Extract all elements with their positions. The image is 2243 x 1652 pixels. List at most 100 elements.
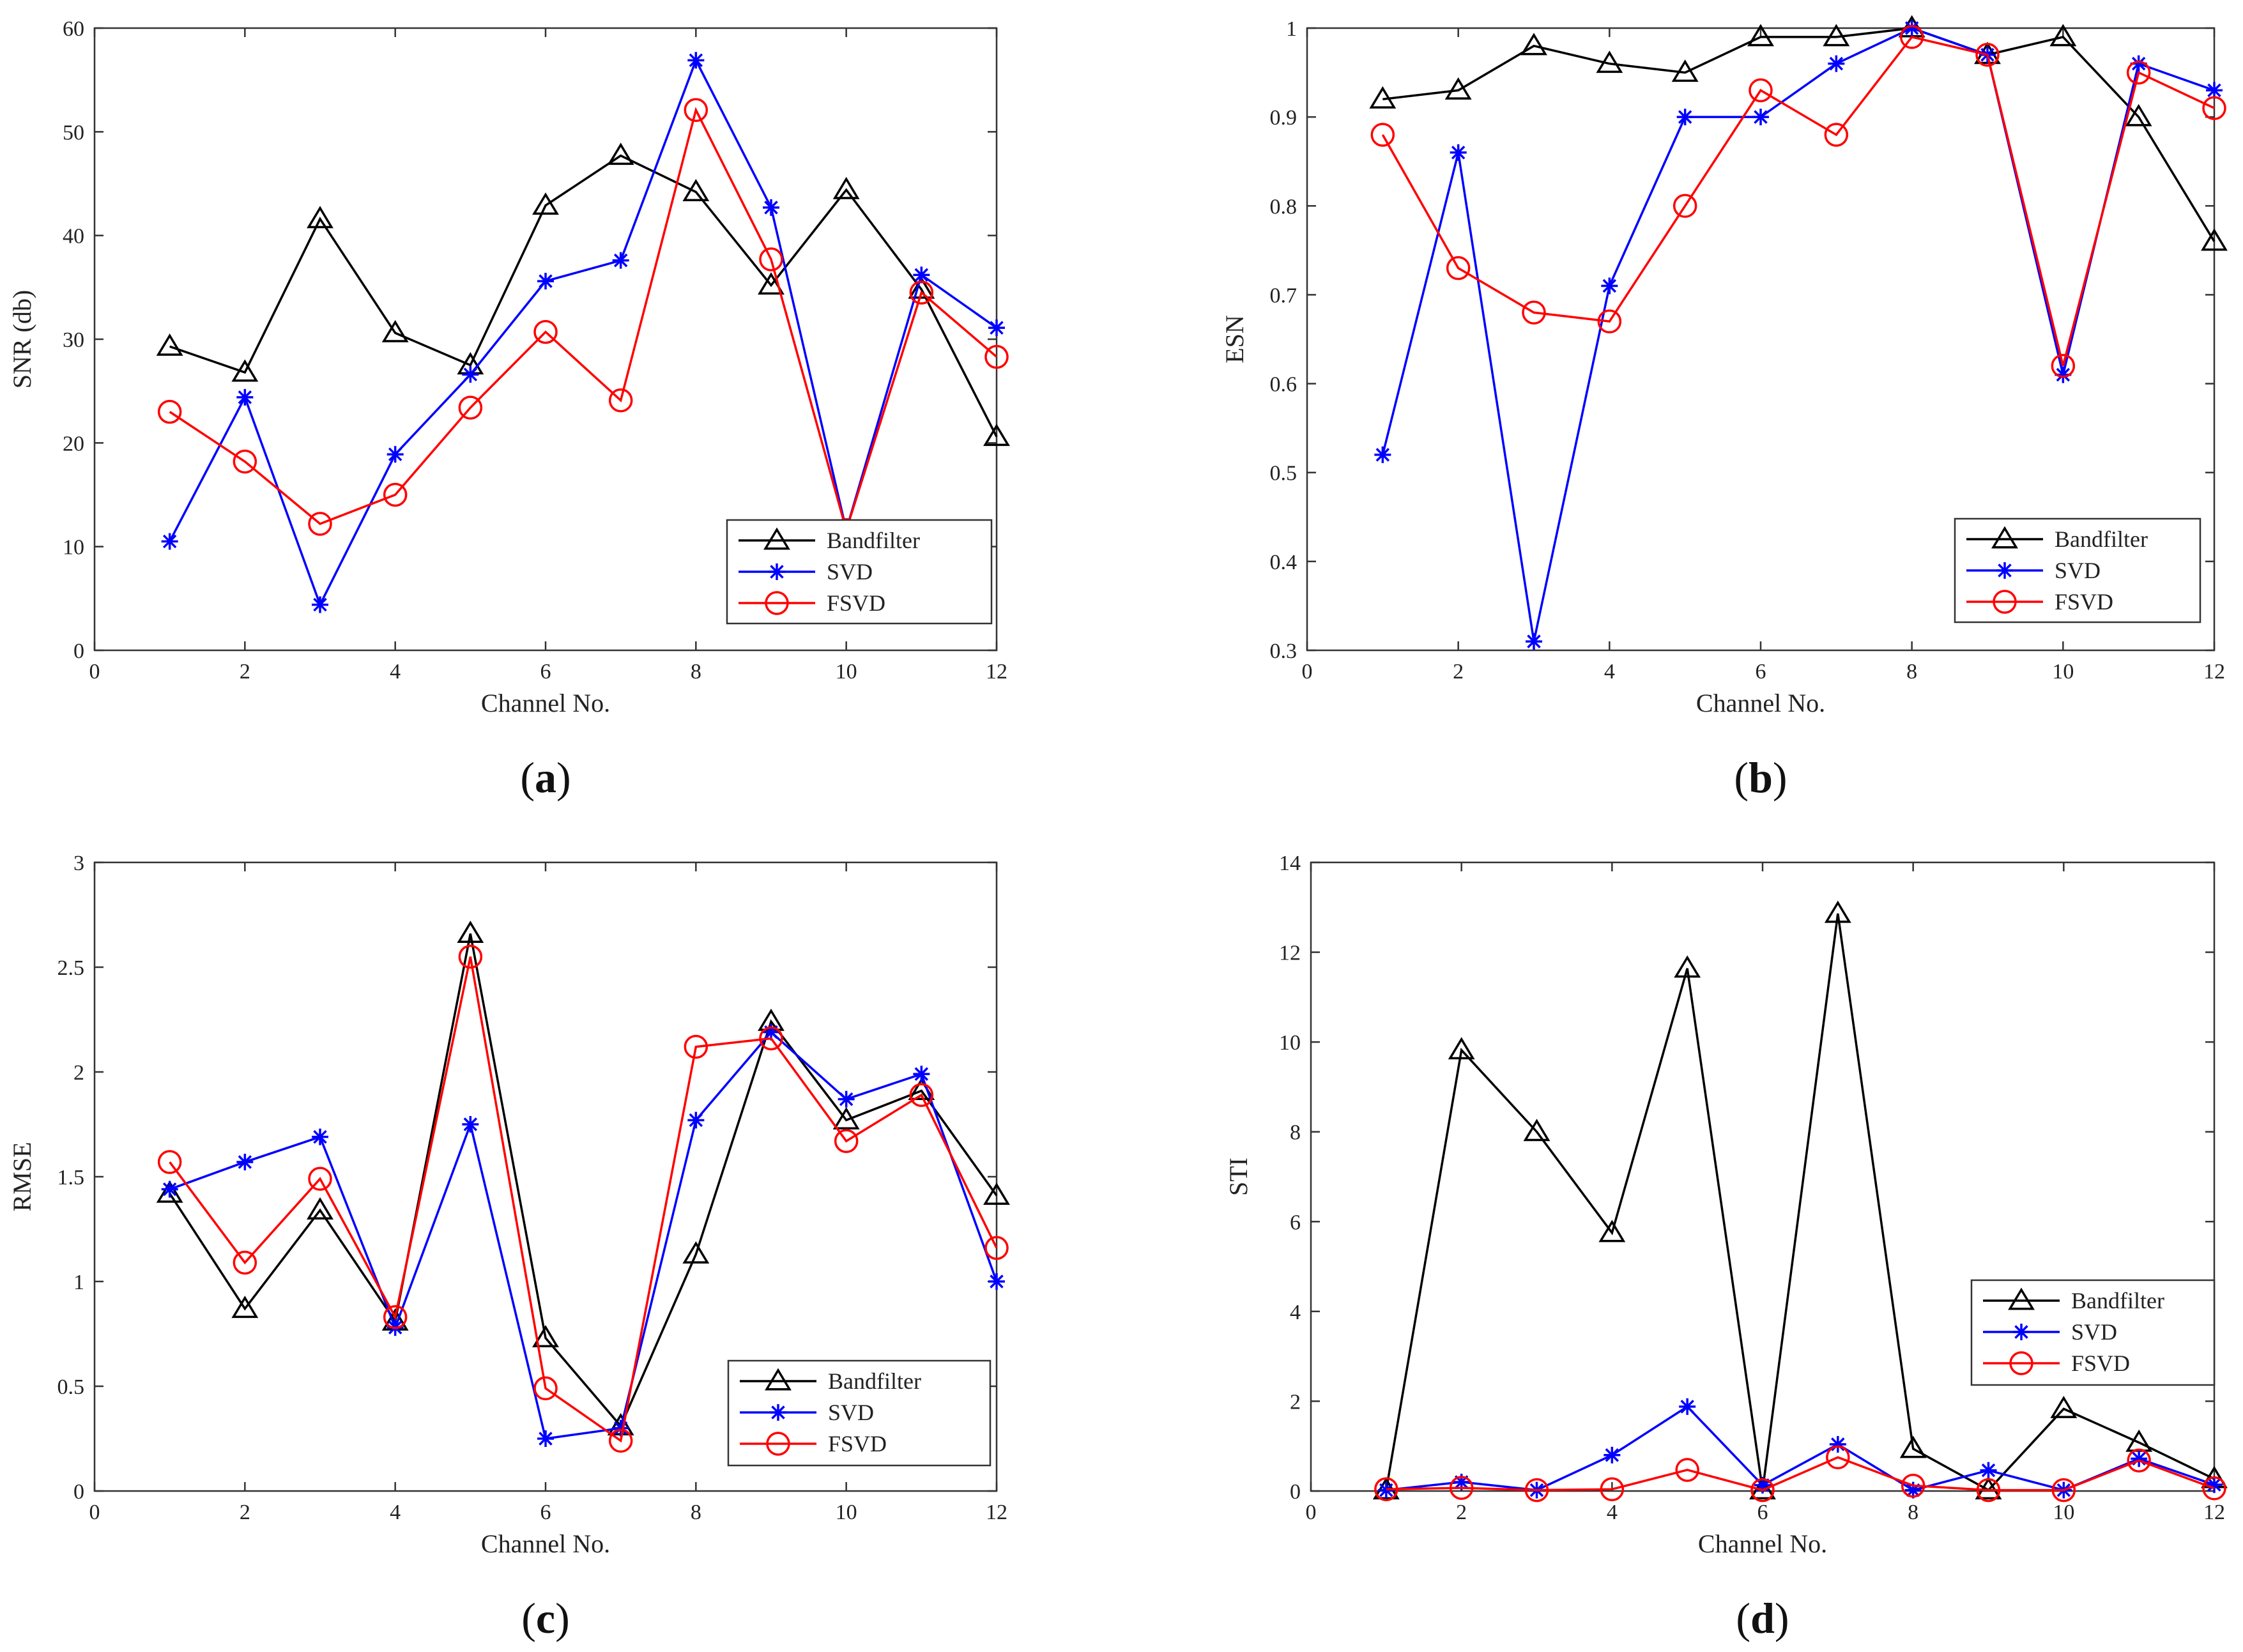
chart-b-series-bandfilter-point: [2201, 228, 2228, 251]
chart-a-series-fsvd-point: [233, 449, 257, 474]
chart-b-xtick-label: 6: [1756, 660, 1766, 684]
chart-d-series-fsvd-point: [1750, 1478, 1775, 1503]
chart-c-series-bandfilter-point: [231, 1296, 259, 1319]
chart-a-series-fsvd-point: [759, 247, 783, 272]
chart-d-series-fsvd: [1374, 1445, 2226, 1503]
chart-d-xtick-label: 2: [1456, 1501, 1467, 1524]
chart-c-series-svd-point: [236, 1154, 254, 1171]
chart-c-ytick-label: 2.5: [57, 956, 85, 980]
chart-d-legend-bandfilter-label: Bandfilter: [2071, 1288, 2164, 1313]
chart-a-xtick-label: 4: [390, 660, 401, 684]
chart-a-series-svd-point: [161, 533, 178, 550]
chart-c-ytick-label: 1.5: [57, 1166, 85, 1189]
chart-a-xtick-label: 0: [89, 660, 100, 684]
chart-c-xtick-label: 6: [540, 1501, 551, 1524]
chart-c-series-bandfilter-line: [169, 933, 998, 1428]
chart-d-series-bandfilter-point: [1674, 955, 1701, 978]
chart-b-x-axis-label: Channel No.: [1696, 689, 1825, 717]
chart-c-y-axis-label: RMSE: [8, 1142, 36, 1212]
chart-a-panel-label: (a): [520, 753, 570, 802]
chart-c-series-svd-point: [913, 1066, 930, 1083]
chart-c-xtick-label: 10: [836, 1501, 857, 1524]
chart-d-ytick-label: 2: [1290, 1390, 1301, 1414]
chart-c-series-svd-point: [312, 1128, 328, 1145]
chart-d-series-bandfilter-line: [1385, 913, 2215, 1492]
chart-a-series-svd-point: [913, 266, 930, 284]
chart-b-series-bandfilter-point: [1596, 50, 1623, 73]
chart-a-series-bandfilter-point: [607, 142, 634, 165]
chart-b-series-fsvd-point: [1597, 309, 1622, 333]
chart-d-ytick-label: 14: [1279, 852, 1301, 875]
chart-a-ytick-label: 20: [63, 432, 84, 455]
chart-b-ytick-label: 0.9: [1270, 106, 1298, 130]
chart-c-series-fsvd-point: [759, 1026, 783, 1051]
chart-b-series-fsvd: [1370, 25, 2226, 378]
chart-d-series-fsvd-point: [1901, 1473, 1925, 1498]
chart-d-series-svd-point: [1980, 1462, 1997, 1479]
chart-d-series-svd-point: [1604, 1446, 1621, 1464]
chart-a-ytick-label: 50: [63, 121, 84, 144]
chart-c-ytick-label: 0: [73, 1480, 84, 1504]
chart-c-panel-label: (c): [521, 1594, 570, 1642]
chart-a-series-svd-point: [537, 273, 554, 290]
chart-d-series-fsvd-point: [1600, 1477, 1625, 1501]
chart-a-legend-svd-marker: [769, 563, 785, 580]
chart-a-legend-fsvd-marker: [765, 591, 789, 615]
chart-d-ytick-label: 10: [1279, 1031, 1301, 1055]
chart-a-ytick-label: 0: [73, 639, 84, 663]
chart-b-series-bandfilter-point: [1444, 77, 1472, 100]
chart-d-ytick-label: 4: [1290, 1301, 1301, 1324]
chart-b-series-fsvd-point: [1673, 194, 1697, 218]
chart-a-ytick-label: 60: [63, 17, 84, 41]
chart-b-legend: Bandfilter SVD FSVD: [1954, 517, 2201, 623]
chart-a-series-fsvd: [157, 98, 1009, 542]
chart-d-plot-area: [1310, 861, 2216, 1492]
chart-d-series-fsvd-point: [1675, 1458, 1699, 1482]
chart-d-ytick-label: 8: [1290, 1121, 1301, 1145]
chart-a-series-fsvd-point: [909, 280, 934, 305]
chart-b-xtick-label: 2: [1453, 660, 1464, 684]
chart-c-legend-fsvd-marker: [766, 1432, 790, 1456]
chart-c-x-axis-label: Channel No.: [481, 1529, 610, 1558]
chart-b-legend-bandfilter-marker: [1991, 526, 2018, 549]
chart-a-series-fsvd-point: [533, 319, 558, 344]
chart-b-legend-bandfilter-label: Bandfilter: [2055, 526, 2148, 552]
chart-c-xtick-label: 2: [240, 1501, 250, 1524]
chart-c-series-svd-point: [462, 1116, 479, 1133]
chart-d-series-bandfilter-point: [1523, 1119, 1550, 1142]
chart-d-legend-fsvd-marker: [2009, 1351, 2033, 1375]
chart-a-ytick-label: 30: [63, 328, 84, 352]
chart-d-ytick-label: 12: [1279, 942, 1301, 965]
chart-d-series-fsvd-point: [1524, 1478, 1549, 1503]
chart-d-ytick-label: 0: [1290, 1480, 1301, 1504]
chart-a-series-fsvd-point: [157, 399, 182, 424]
chart-a-series-bandfilter-point: [381, 319, 409, 342]
chart-b-series-bandfilter-point: [1747, 24, 1774, 47]
chart-d-series-svd-point: [2131, 1450, 2148, 1467]
chart-b-series-fsvd-line: [1381, 35, 2215, 367]
chart-a-series-fsvd-point: [383, 482, 408, 507]
chart-a-series-fsvd-point: [308, 512, 332, 536]
chart-b-series-bandfilter-point: [1823, 24, 1850, 47]
chart-a-legend-svd-label: SVD: [827, 559, 873, 585]
chart-c-legend: Bandfilter SVD FSVD: [727, 1359, 991, 1467]
chart-a-series-bandfilter-point: [307, 206, 333, 229]
chart-c-series-bandfilter-point: [156, 1180, 183, 1203]
chart-b-series-svd-point: [1676, 109, 1694, 126]
chart-b-series-fsvd-point: [1824, 123, 1849, 147]
chart-b-ytick-label: 0.3: [1270, 639, 1298, 663]
chart-a-xtick-label: 10: [836, 660, 857, 684]
chart-a-series-bandfilter-point: [908, 276, 935, 299]
chart-a-series-svd-point: [988, 319, 1005, 337]
chart-d-series-fsvd-point: [1374, 1477, 1398, 1501]
chart-c-series-fsvd-point: [157, 1150, 182, 1174]
chart-c-series-bandfilter-point: [457, 921, 484, 944]
chart-c-series-fsvd-point: [458, 944, 483, 969]
chart-c-xtick-label: 8: [691, 1501, 701, 1524]
chart-a-series-svd-point: [612, 252, 629, 269]
chart-a-xtick-label: 8: [691, 660, 701, 684]
chart-c-series-fsvd-line: [169, 956, 998, 1443]
chart-d-series-fsvd-point: [1449, 1476, 1474, 1500]
chart-c-series-fsvd: [157, 944, 1009, 1453]
chart-c-series-bandfilter-point: [682, 1241, 710, 1264]
